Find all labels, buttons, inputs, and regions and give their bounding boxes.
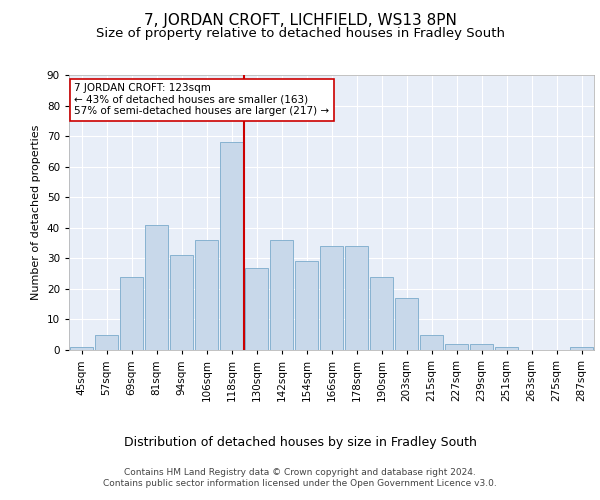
Text: 7 JORDAN CROFT: 123sqm
← 43% of detached houses are smaller (163)
57% of semi-de: 7 JORDAN CROFT: 123sqm ← 43% of detached… — [74, 83, 329, 116]
Text: Size of property relative to detached houses in Fradley South: Size of property relative to detached ho… — [95, 28, 505, 40]
Bar — [95, 334, 118, 350]
Bar — [320, 246, 343, 350]
Bar — [445, 344, 469, 350]
Bar — [70, 347, 94, 350]
Bar — [395, 298, 418, 350]
Bar — [494, 347, 518, 350]
Bar — [419, 334, 443, 350]
Text: 7, JORDAN CROFT, LICHFIELD, WS13 8PN: 7, JORDAN CROFT, LICHFIELD, WS13 8PN — [143, 12, 457, 28]
Bar — [194, 240, 218, 350]
Text: Contains HM Land Registry data © Crown copyright and database right 2024.
Contai: Contains HM Land Registry data © Crown c… — [103, 468, 497, 487]
Text: Distribution of detached houses by size in Fradley South: Distribution of detached houses by size … — [124, 436, 476, 449]
Bar — [569, 347, 593, 350]
Bar — [145, 224, 169, 350]
Bar — [295, 262, 319, 350]
Bar — [269, 240, 293, 350]
Y-axis label: Number of detached properties: Number of detached properties — [31, 125, 41, 300]
Bar — [170, 256, 193, 350]
Bar — [470, 344, 493, 350]
Bar — [344, 246, 368, 350]
Bar — [220, 142, 244, 350]
Bar — [119, 276, 143, 350]
Bar — [370, 276, 394, 350]
Bar — [245, 268, 268, 350]
